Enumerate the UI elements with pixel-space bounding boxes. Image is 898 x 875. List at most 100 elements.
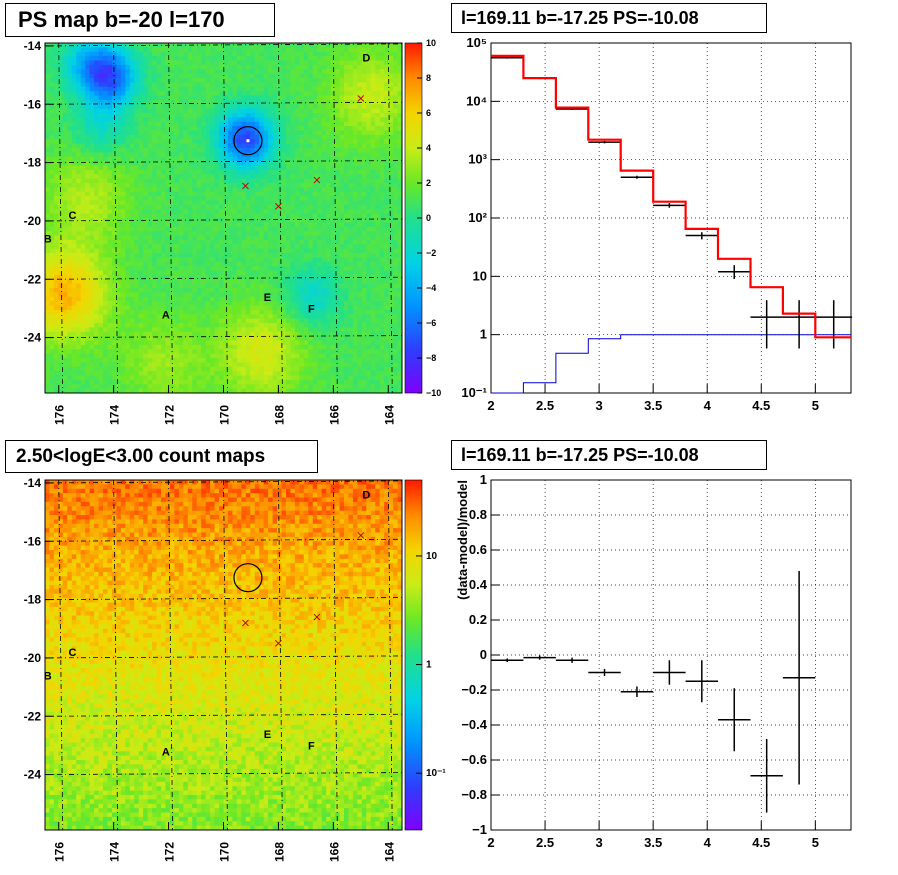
y-tick-label: -16 [24,97,42,111]
source-label-e: E [264,729,271,741]
residual-point [653,660,686,685]
y-tick-label: -14 [24,476,42,490]
colorbar-tick-label: −2 [426,248,436,258]
map-grid-meridian [223,43,228,393]
source-cross-marker [313,613,321,621]
data-point [491,56,524,59]
map-grid-meridian [168,480,173,830]
y-tick-label: -22 [24,709,42,723]
y-tick-label: 10⁴ [466,93,487,108]
y-tick-label: 0.6 [469,542,487,557]
plot-grid [491,43,851,393]
y-tick-label: 0.4 [469,577,488,592]
map-grid-meridian [113,480,119,830]
source-label-a: A [162,309,170,321]
y-tick-label: −1 [472,822,487,837]
x-tick-label: 3.5 [644,835,662,850]
x-tick-label: 4 [704,398,712,413]
x-tick-label: 166 [327,405,341,425]
ps-map-panel: 176 174 172 170 168 166 164 -14 -16 -18 -20 -22 -24 A… [24,38,442,425]
source-circle [233,126,263,156]
x-tick-label: 5 [812,835,819,850]
source-label-f: F [308,303,315,315]
source-cross-marker [242,619,249,627]
data-point [685,232,719,240]
source-cross-marker [357,95,365,102]
x-tick-label: 3 [595,398,602,413]
y-tick-label: -22 [24,272,42,286]
y-tick-label: 10² [468,210,487,225]
y-tick-label: 1 [480,327,487,342]
y-tick-label: 0 [480,647,487,662]
x-tick-label: 164 [382,405,396,425]
map-grid-meridian [332,43,338,393]
x-tick-label: 2.5 [536,398,554,413]
y-tick-label: 10⁻¹ [461,385,487,400]
x-tick-label: 172 [163,842,177,862]
source-cross-marker [242,182,249,190]
ps-heatmap-image [45,43,402,393]
source-pixel [246,139,250,143]
map-grid-meridian [387,480,393,830]
colorbar-tick-label: 4 [426,143,431,153]
colorbar-tick-label: 2 [426,178,431,188]
x-tick-label: 174 [108,842,122,862]
data-point [815,300,853,349]
x-tick-label: 2 [487,398,494,413]
residuals-panel: 2 2.5 3 3.5 4 4.5 5 −1 −0.8 −0.6 −0.4 −0.2 0 0.2 0.4 0.… [455,472,852,850]
data-point [718,265,751,280]
x-tick-label: 164 [382,842,396,862]
y-tick-label: −0.4 [461,717,487,732]
x-tick-label: 4.5 [752,835,770,850]
data-point [588,140,621,144]
map-grid-meridian [387,43,393,393]
residual-point [750,739,783,813]
x-tick-label: 5 [812,398,819,413]
x-tick-label: 2.5 [536,835,554,850]
y-tick-label: -24 [24,768,42,782]
colorbar-tick-label: 10⁻¹ [426,768,446,779]
count-map-title: 2.50<logE<3.00 count maps [5,440,318,473]
x-tick-label: 176 [53,842,67,862]
residual-point [555,657,589,663]
count-heatmap-image [45,480,402,830]
data-point [750,300,783,349]
source-circle [233,563,263,593]
x-tick-label: 4 [704,835,712,850]
y-tick-label: -14 [24,39,42,53]
x-tick-label: 170 [218,405,232,425]
x-tick-label: 3.5 [644,398,662,413]
plot-grid [491,480,851,830]
source-label-d: D [362,53,370,65]
x-tick-label: 166 [327,842,341,862]
colorbar-tick-label: 1 [426,660,432,671]
colorbar-tick-label: −8 [426,353,436,363]
x-tick-label: 170 [218,842,232,862]
residual-point [782,571,816,785]
x-tick-label: 4.5 [752,398,770,413]
x-tick-label: 168 [272,842,286,862]
residual-point [685,660,719,703]
total-model-line [491,54,851,339]
map-grid-meridian [113,43,119,393]
x-tick-label: 172 [163,405,177,425]
x-tick-label: 174 [108,405,122,425]
residual-point [523,655,556,660]
y-tick-label: -18 [24,156,42,170]
count-map-panel: 176 174 172 170 168 166 164 -14 -16 -18 -20 -22 -24 A… [24,476,447,862]
residuals-title: l=169.11 b=-17.25 PS=-10.08 [451,440,767,470]
x-tick-label: 2 [487,835,494,850]
y-tick-label: −0.8 [461,787,487,802]
colorbar [404,479,423,831]
map-grid-meridian [278,480,283,830]
y-tick-label: 0.2 [469,612,487,627]
data-point [782,300,816,349]
source-label-c: C [68,210,76,222]
source-cross-marker [275,639,282,647]
y-tick-label: 0.8 [469,507,487,522]
map-grid-meridian [58,480,64,830]
y-tick-label: -20 [24,651,42,665]
source-label-b: B [44,670,52,682]
residual-point [491,658,524,662]
